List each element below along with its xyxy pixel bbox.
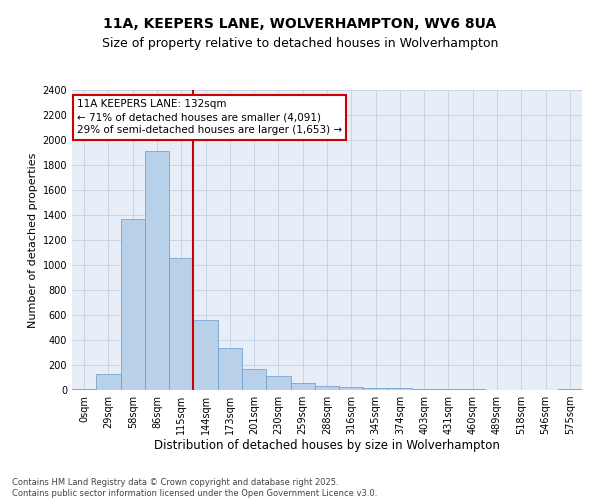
X-axis label: Distribution of detached houses by size in Wolverhampton: Distribution of detached houses by size … bbox=[154, 438, 500, 452]
Text: 11A KEEPERS LANE: 132sqm
← 71% of detached houses are smaller (4,091)
29% of sem: 11A KEEPERS LANE: 132sqm ← 71% of detach… bbox=[77, 99, 342, 136]
Bar bbox=[121, 219, 145, 390]
Bar bbox=[169, 258, 193, 390]
Bar bbox=[218, 348, 242, 390]
Bar bbox=[339, 387, 364, 390]
Text: Contains HM Land Registry data © Crown copyright and database right 2025.
Contai: Contains HM Land Registry data © Crown c… bbox=[12, 478, 377, 498]
Bar bbox=[290, 382, 315, 390]
Bar bbox=[96, 374, 121, 390]
Bar bbox=[388, 388, 412, 390]
Text: Size of property relative to detached houses in Wolverhampton: Size of property relative to detached ho… bbox=[102, 38, 498, 51]
Y-axis label: Number of detached properties: Number of detached properties bbox=[28, 152, 38, 328]
Bar bbox=[145, 151, 169, 390]
Bar bbox=[72, 389, 96, 390]
Bar bbox=[412, 389, 436, 390]
Bar bbox=[193, 320, 218, 390]
Bar bbox=[242, 370, 266, 390]
Text: 11A, KEEPERS LANE, WOLVERHAMPTON, WV6 8UA: 11A, KEEPERS LANE, WOLVERHAMPTON, WV6 8U… bbox=[103, 18, 497, 32]
Bar bbox=[266, 376, 290, 390]
Bar bbox=[364, 388, 388, 390]
Bar bbox=[315, 386, 339, 390]
